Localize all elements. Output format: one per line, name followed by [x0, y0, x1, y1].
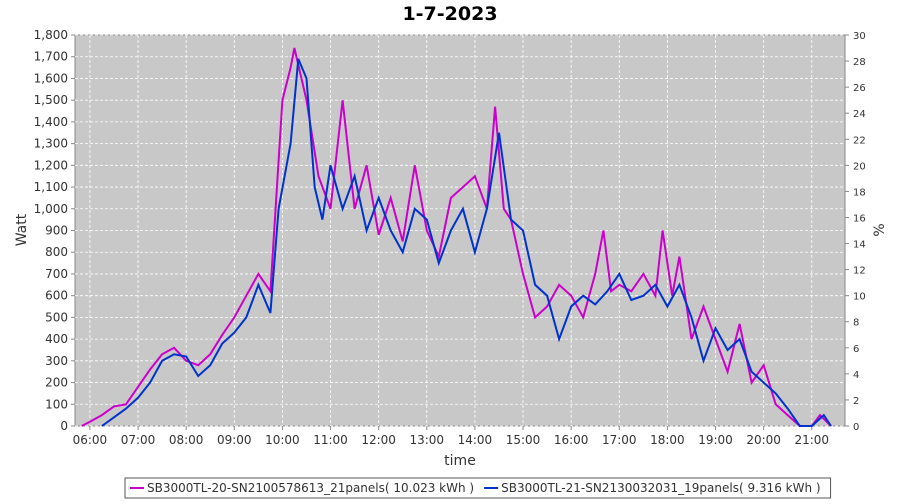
y-tick-label: 0	[60, 419, 68, 433]
y2-tick-label: 26	[853, 83, 866, 94]
y2-tick-label: 22	[853, 135, 866, 146]
y-tick-label: 1,100	[34, 180, 68, 194]
y-tick-label: 500	[45, 310, 68, 324]
x-tick-label: 12:00	[361, 433, 396, 447]
y2-axis-label: %	[872, 223, 888, 236]
x-tick-label: 21:00	[794, 433, 829, 447]
legend-label: SB3000TL-21-SN2130032031_19panels( 9.316…	[501, 481, 820, 495]
x-tick-label: 15:00	[506, 433, 541, 447]
x-tick-label: 10:00	[265, 433, 300, 447]
y-tick-label: 400	[45, 332, 68, 346]
x-tick-label: 11:00	[313, 433, 348, 447]
y2-tick-label: 10	[853, 292, 866, 303]
x-tick-label: 19:00	[698, 433, 733, 447]
y-tick-label: 1,500	[34, 93, 68, 107]
y2-tick-label: 6	[853, 344, 859, 355]
x-tick-label: 16:00	[554, 433, 589, 447]
y-axis-label: Watt	[14, 213, 30, 246]
y2-tick-label: 12	[853, 266, 866, 277]
x-tick-label: 20:00	[746, 433, 781, 447]
y-tick-label: 800	[45, 245, 68, 259]
y2-tick-label: 16	[853, 213, 866, 224]
y2-tick-label: 0	[853, 422, 859, 433]
legend: SB3000TL-20-SN2100578613_21panels( 10.02…	[124, 477, 832, 499]
y2-tick-label: 8	[853, 318, 859, 329]
x-axis-label: time	[444, 453, 476, 469]
y-tick-label: 900	[45, 224, 68, 238]
x-tick-label: 14:00	[458, 433, 493, 447]
y-tick-label: 1,200	[34, 158, 68, 172]
y-tick-label: 100	[45, 397, 68, 411]
y-tick-label: 200	[45, 376, 68, 390]
legend-label: SB3000TL-20-SN2100578613_21panels( 10.02…	[147, 481, 474, 495]
y-tick-label: 700	[45, 267, 68, 281]
y-tick-label: 600	[45, 289, 68, 303]
y2-tick-label: 20	[853, 161, 866, 172]
y2-tick-label: 14	[853, 240, 866, 251]
x-tick-label: 09:00	[217, 433, 252, 447]
y2-tick-label: 28	[853, 57, 866, 68]
y-tick-label: 1,600	[34, 71, 68, 85]
y-tick-label: 1,400	[34, 115, 68, 129]
y-tick-label: 1,300	[34, 137, 68, 151]
y2-tick-label: 4	[853, 370, 859, 381]
y-tick-label: 1,800	[34, 28, 68, 42]
y2-tick-label: 18	[853, 187, 866, 198]
x-tick-label: 07:00	[121, 433, 156, 447]
x-tick-label: 06:00	[73, 433, 108, 447]
x-tick-label: 17:00	[602, 433, 637, 447]
y-tick-label: 1,000	[34, 202, 68, 216]
y-tick-label: 1,700	[34, 50, 68, 64]
x-tick-label: 08:00	[169, 433, 204, 447]
series-line	[101, 58, 832, 427]
chart-title: 1-7-2023	[402, 3, 497, 25]
x-tick-label: 13:00	[409, 433, 444, 447]
legend-box	[124, 477, 832, 499]
y-tick-label: 300	[45, 354, 68, 368]
y2-tick-label: 24	[853, 109, 866, 120]
y2-tick-label: 2	[853, 396, 859, 407]
series-line	[81, 47, 832, 427]
y2-tick-label: 30	[853, 31, 866, 42]
x-tick-label: 18:00	[650, 433, 685, 447]
